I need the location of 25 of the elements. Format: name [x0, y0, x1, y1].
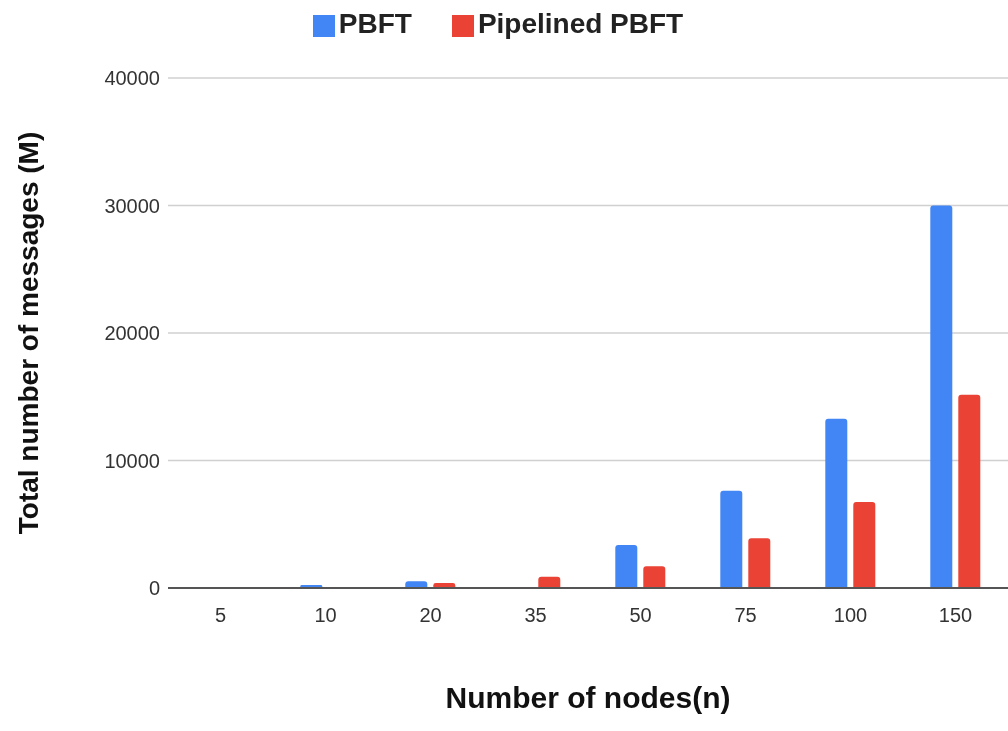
bar — [615, 544, 638, 588]
x-axis-title: Number of nodes(n) — [445, 681, 731, 714]
bar — [825, 418, 848, 588]
bar — [930, 205, 953, 588]
y-axis-title: Total number of messages (M) — [12, 131, 44, 535]
y-tick-label: 30000 — [104, 194, 160, 217]
x-tick-label: 100 — [833, 604, 868, 627]
x-tick-label: 35 — [524, 604, 547, 627]
legend-label: Pipelined PBFT — [477, 8, 684, 39]
x-tick-label: 10 — [314, 604, 337, 627]
y-tick-label: 0 — [148, 577, 160, 600]
bar — [748, 538, 771, 588]
y-tick-label: 20000 — [104, 322, 160, 345]
x-tick-label: 5 — [214, 604, 227, 627]
y-tick-label: 10000 — [104, 449, 160, 472]
x-tick-label: 50 — [629, 604, 652, 627]
x-tick-label: 150 — [938, 604, 973, 627]
x-tick-label: 20 — [419, 604, 442, 627]
legend-label: PBFT — [338, 8, 412, 39]
bar — [958, 394, 981, 588]
y-tick-label: 40000 — [104, 67, 160, 90]
bar — [720, 490, 743, 588]
bar — [853, 501, 876, 588]
x-tick-label: 75 — [734, 604, 757, 627]
bar — [643, 566, 666, 588]
